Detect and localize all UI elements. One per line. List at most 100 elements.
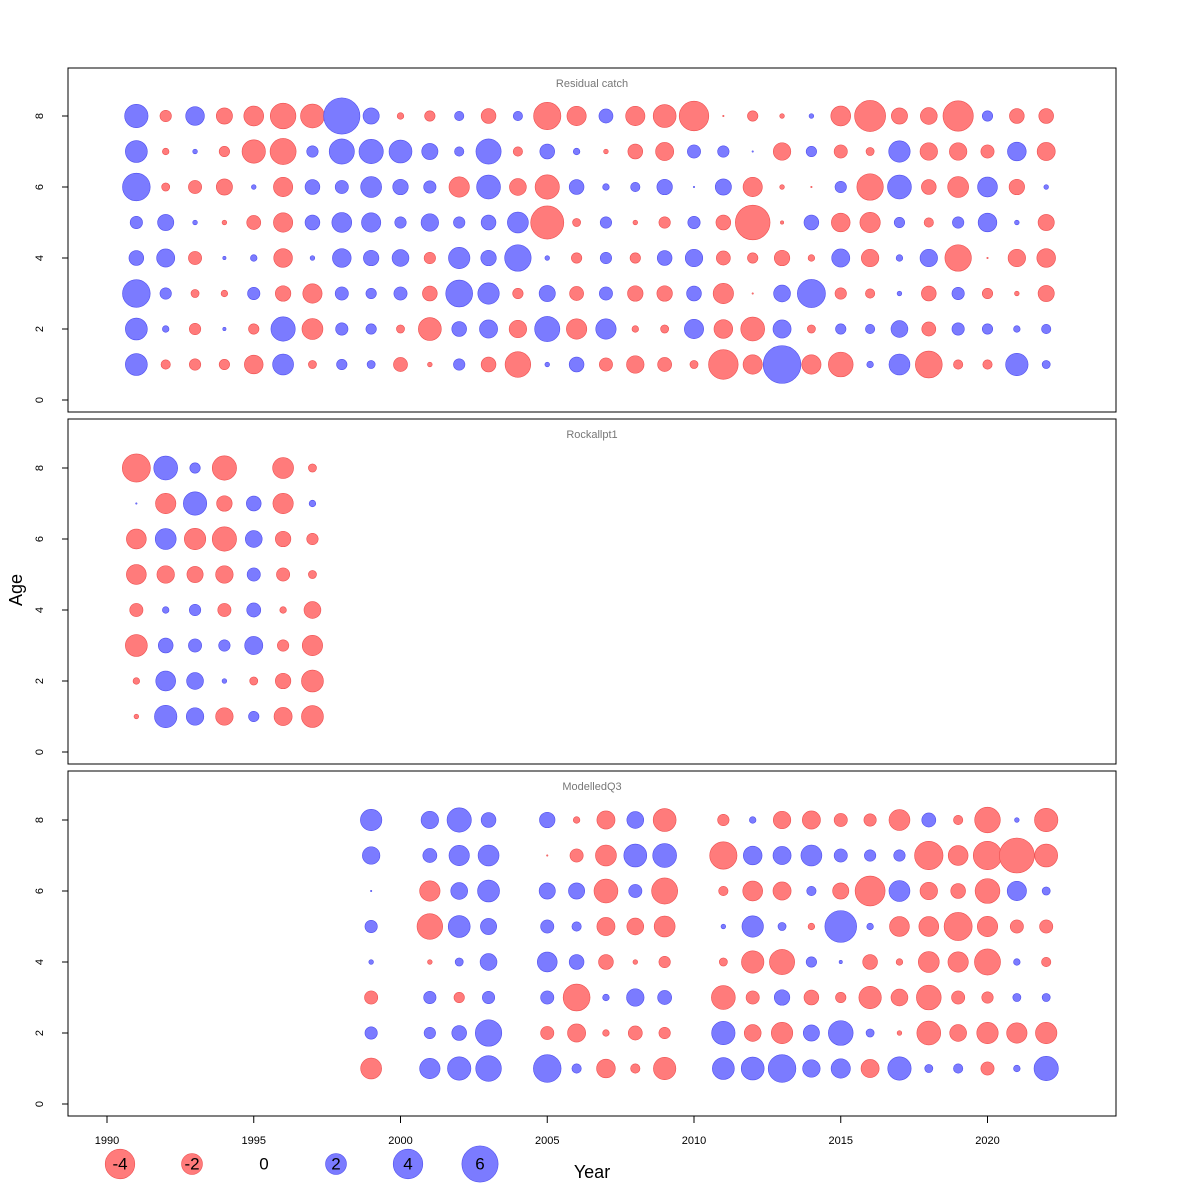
residual-bubble (571, 252, 583, 264)
panel-title: Residual catch (556, 78, 628, 90)
y-tick-label: 4 (34, 255, 46, 261)
residual-bubble (687, 216, 701, 229)
residual-bubble (453, 358, 466, 371)
residual-bubble (805, 956, 817, 968)
residual-bubble (269, 138, 297, 165)
residual-bubble (246, 567, 261, 582)
residual-bubble (1043, 184, 1049, 190)
x-tick-label: 2005 (535, 1135, 559, 1147)
residual-bubble (1038, 108, 1054, 124)
residual-bubble (918, 916, 940, 937)
residual-bubble (977, 212, 998, 233)
x-tick-label: 2010 (682, 1135, 706, 1147)
residual-bubble (920, 107, 938, 125)
residual-bubble (801, 354, 822, 375)
residual-bubble (678, 100, 710, 132)
residual-bubble (533, 1054, 562, 1083)
residual-bubble (480, 249, 497, 267)
residual-bubble (951, 990, 966, 1005)
residual-bubble (747, 252, 759, 264)
residual-bubble (132, 677, 140, 685)
residual-bubble (393, 286, 408, 301)
residual-bubble (833, 813, 848, 827)
residual-bubble (272, 353, 294, 376)
residual-bubble (571, 1063, 582, 1074)
residual-bubble (953, 1063, 964, 1074)
residual-bubble (919, 142, 938, 161)
residual-bubble (862, 954, 878, 970)
residual-bubble (947, 845, 969, 866)
residual-bubble (220, 289, 229, 298)
residual-bubble (272, 492, 294, 514)
residual-bubble (301, 669, 324, 693)
residual-bubble (684, 319, 704, 339)
residual-bubble (866, 360, 874, 369)
residual-bubble (854, 100, 886, 132)
panel-frame (67, 418, 1117, 765)
residual-bubble (741, 915, 764, 938)
residual-bubble (602, 1029, 610, 1037)
residual-bubble (921, 321, 937, 337)
residual-bubble (249, 676, 259, 686)
panel-1: Residual catch 0 2 4 6 8 (34, 67, 1117, 413)
residual-bubble (251, 184, 257, 190)
residual-bubble (572, 147, 581, 156)
residual-bubble (419, 1058, 441, 1080)
residual-bubble (276, 567, 291, 582)
residual-bubble (595, 318, 617, 340)
residual-bubble (949, 1024, 967, 1042)
y-tick-label: 6 (34, 888, 46, 894)
residual-bubble (999, 837, 1035, 874)
residual-bubble (596, 917, 616, 936)
residual-bubble (762, 345, 802, 384)
residual-bubble (742, 354, 763, 375)
residual-bubble (805, 145, 817, 158)
residual-bubble (453, 216, 466, 229)
residual-bubble (718, 957, 728, 967)
residual-bubble (921, 285, 937, 302)
residual-bubble (422, 848, 438, 863)
legend-bubble (325, 1153, 347, 1175)
residual-bubble (598, 954, 614, 970)
residual-bubble (711, 985, 736, 1010)
residual-bubble (162, 606, 170, 614)
residual-bubble (218, 145, 230, 158)
residual-bubble (129, 216, 143, 229)
residual-bubble (865, 147, 875, 156)
x-tick-label: 2015 (829, 1135, 853, 1147)
residual-bubble (742, 880, 763, 902)
residual-bubble (358, 139, 384, 164)
residual-bubble (916, 984, 942, 1011)
residual-bubble (895, 254, 904, 262)
residual-bubble (241, 139, 266, 164)
residual-bubble (184, 527, 207, 551)
residual-bubble (1014, 817, 1020, 823)
residual-bubble (189, 462, 201, 474)
residual-bubble (328, 138, 355, 165)
residual-bubble (160, 359, 171, 370)
residual-bubble (423, 1026, 436, 1040)
residual-bubble (158, 637, 174, 654)
residual-bubble (854, 875, 886, 907)
residual-bubble (480, 918, 497, 935)
residual-bubble (246, 495, 262, 512)
residual-bubble (772, 810, 792, 830)
residual-bubble (986, 256, 989, 260)
residual-bubble (1008, 178, 1025, 196)
residual-bubble (1041, 957, 1052, 967)
residual-bubble (1039, 919, 1054, 934)
residual-bubble (686, 285, 702, 302)
residual-bubble (135, 502, 138, 505)
residual-bubble (308, 360, 317, 369)
residual-bubble (246, 215, 262, 230)
residual-bubble (1007, 141, 1027, 162)
residual-bubble (394, 216, 407, 229)
residual-bubble (248, 710, 260, 723)
residual-bubble (1012, 993, 1022, 1002)
residual-bubble (718, 886, 729, 896)
residual-bubble (951, 287, 965, 300)
residual-bubble (480, 214, 497, 231)
residual-bubble (216, 495, 233, 512)
residual-bubble (714, 178, 732, 196)
